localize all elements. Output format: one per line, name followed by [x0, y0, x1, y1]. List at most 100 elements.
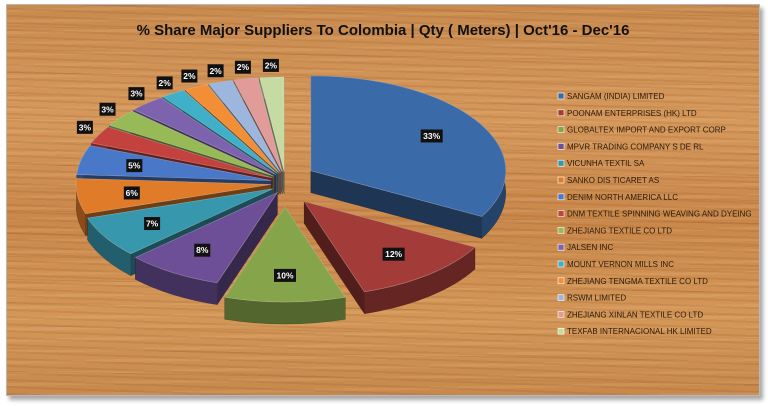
- data-label-text-10: 2%: [159, 78, 172, 88]
- pie-slice-9: [132, 97, 276, 175]
- legend: SANGAM (INDIA) LIMITED POONAM ENTERPRISES…: [557, 92, 752, 336]
- data-label-text-6: 5%: [128, 161, 141, 171]
- data-label-text-7: 3%: [79, 122, 92, 132]
- data-label-box-3: [194, 243, 211, 257]
- pie-chart: % Share Major Suppliers To Colombia | Qt…: [75, 22, 752, 336]
- pie-slice-7: [90, 126, 273, 179]
- legend-label-8: ZHEJIANG TEXTILE CO LTD: [567, 226, 672, 235]
- data-label-box-8: [99, 102, 116, 116]
- data-label-box-7: [76, 120, 93, 134]
- data-label-box-5: [123, 186, 140, 200]
- data-label-box-13: [234, 60, 251, 74]
- legend-item-8: ZHEJIANG TEXTILE CO LTD: [557, 226, 672, 235]
- legend-label-7: DNM TEXTILE SPINNING WEAVING AND DYEING: [567, 210, 752, 219]
- legend-item-5: SANKO DIS TICARET AS: [557, 176, 659, 185]
- legend-item-11: ZHEJIANG TENGMA TEXTILE CO LTD: [557, 277, 708, 286]
- data-label-12: 2%: [207, 64, 224, 78]
- data-label-3: 8%: [194, 243, 211, 257]
- data-label-9: 3%: [128, 87, 145, 101]
- legend-swatch-12: [557, 294, 565, 301]
- pie-slice-8: [108, 110, 275, 177]
- legend-swatch-5: [557, 176, 565, 184]
- data-label-0: 33%: [420, 129, 443, 143]
- data-label-box-12: [207, 64, 224, 78]
- data-label-box-6: [126, 159, 143, 173]
- legend-swatch-13: [557, 311, 565, 318]
- data-label-text-0: 33%: [423, 131, 440, 141]
- pie-slice-13: [233, 77, 283, 173]
- data-label-2: 10%: [274, 268, 296, 282]
- pie-slice-6: [76, 145, 272, 181]
- legend-item-6: DENIM NORTH AMERICA LLC: [557, 193, 678, 202]
- data-label-box-10: [156, 76, 173, 90]
- legend-swatch-7: [557, 210, 565, 217]
- legend-label-12: RSWM LIMITED: [567, 294, 626, 303]
- data-label-text-12: 2%: [209, 66, 222, 76]
- data-label-text-11: 2%: [183, 71, 196, 81]
- legend-item-1: POONAM ENTERPRISES (HK) LTD: [557, 109, 697, 118]
- data-label-8: 3%: [99, 102, 116, 116]
- data-label-text-14: 2%: [265, 60, 278, 70]
- chart-frame: % Share Major Suppliers To Colombia | Qt…: [6, 4, 760, 396]
- pie-data-labels: 33% 12% 10% 8% 7% 6% 5% 3% 3% 3% 2% 2% 2% 2% 2%: [76, 58, 443, 282]
- legend-label-14: TEXFAB INTERNACIONAL HK LIMITED: [567, 327, 712, 336]
- pie-slice-12: [208, 80, 281, 173]
- legend-swatch-10: [557, 260, 565, 268]
- legend-label-3: MPVR TRADING COMPANY S DE RL: [567, 142, 704, 151]
- data-label-11: 2%: [181, 69, 198, 83]
- legend-swatch-3: [557, 143, 565, 150]
- legend-item-9: JALSEN INC: [557, 243, 613, 252]
- data-label-box-14: [262, 58, 279, 72]
- data-label-text-4: 7%: [146, 219, 159, 229]
- legend-item-12: RSWM LIMITED: [557, 294, 626, 303]
- data-label-text-9: 3%: [130, 89, 143, 99]
- pie-slice-1: [303, 200, 476, 293]
- legend-swatch-4: [557, 159, 565, 167]
- slice-edge-b-0: [310, 170, 482, 239]
- data-label-box-4: [144, 217, 161, 231]
- data-label-box-11: [181, 69, 198, 83]
- data-label-14: 2%: [262, 58, 279, 72]
- pie-slice-3: [134, 191, 279, 284]
- data-label-box-2: [274, 268, 296, 282]
- data-label-box-0: [420, 129, 443, 143]
- data-label-text-1: 12%: [385, 249, 402, 259]
- legend-label-4: VICUNHA TEXTIL SA: [567, 159, 645, 168]
- legend-label-0: SANGAM (INDIA) LIMITED: [567, 92, 665, 101]
- data-label-box-1: [382, 247, 405, 261]
- data-label-6: 5%: [126, 159, 143, 173]
- legend-swatch-2: [557, 126, 565, 133]
- legend-label-1: POONAM ENTERPRISES (HK) LTD: [567, 109, 697, 118]
- chart-title: % Share Major Suppliers To Colombia | Qt…: [137, 22, 630, 39]
- legend-label-9: JALSEN INC: [567, 243, 613, 252]
- legend-item-13: ZHEJIANG XINLAN TEXTILE CO LTD: [557, 310, 703, 319]
- pie-slice-10: [162, 89, 278, 174]
- legend-label-13: ZHEJIANG XINLAN TEXTILE CO LTD: [567, 310, 703, 319]
- data-label-10: 2%: [156, 76, 173, 90]
- data-label-13: 2%: [234, 60, 251, 74]
- data-label-1: 12%: [382, 247, 405, 261]
- data-label-text-3: 8%: [196, 245, 209, 255]
- legend-item-0: SANGAM (INDIA) LIMITED: [557, 92, 665, 101]
- legend-item-7: DNM TEXTILE SPINNING WEAVING AND DYEING: [557, 210, 752, 219]
- pie-slice-14: [259, 76, 285, 172]
- legend-label-6: DENIM NORTH AMERICA LLC: [567, 193, 678, 202]
- data-label-text-5: 6%: [126, 188, 139, 198]
- legend-item-14: TEXFAB INTERNACIONAL HK LIMITED: [557, 327, 712, 336]
- legend-swatch-8: [557, 227, 565, 234]
- data-label-box-9: [128, 87, 145, 101]
- pie-slice-2: [224, 206, 346, 303]
- pie-slice-4: [86, 188, 274, 255]
- legend-item-10: MOUNT VERNON MILLS INC: [557, 260, 674, 269]
- data-label-text-8: 3%: [101, 104, 114, 114]
- legend-swatch-14: [557, 327, 565, 335]
- data-label-text-13: 2%: [237, 62, 250, 72]
- legend-swatch-6: [557, 193, 565, 201]
- legend-item-3: MPVR TRADING COMPANY S DE RL: [557, 142, 704, 151]
- data-label-7: 3%: [76, 120, 93, 134]
- pie-slice-11: [184, 84, 280, 174]
- data-label-4: 7%: [144, 217, 161, 231]
- data-label-text-2: 10%: [276, 270, 293, 280]
- pie-slice-0: [310, 75, 507, 217]
- legend-label-11: ZHEJIANG TENGMA TEXTILE CO LTD: [567, 277, 708, 286]
